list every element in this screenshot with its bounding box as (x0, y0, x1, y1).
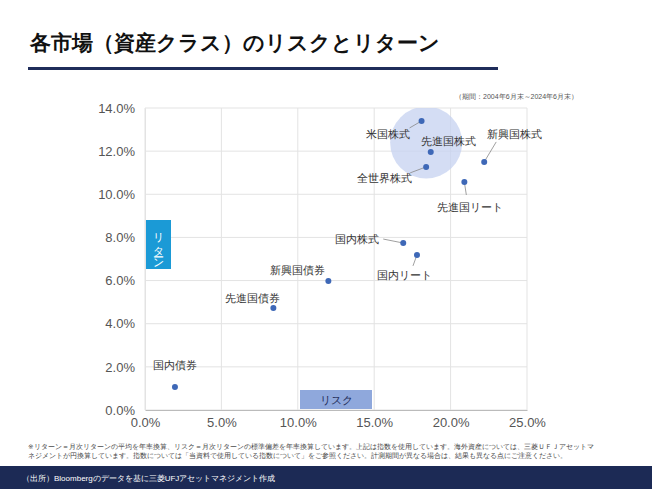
y-tick: 14.0% (98, 101, 145, 116)
point (400, 240, 406, 246)
note-line: ネジメントが円換算しています。指数については「当資料で使用している指数について」… (28, 452, 567, 460)
x-tick-label: 20.0% (433, 415, 470, 430)
point (481, 159, 487, 165)
grid-line-x (297, 108, 298, 410)
y-axis-line (145, 109, 146, 411)
x-tick-label: 5.0% (207, 415, 237, 430)
plot-area (172, 108, 496, 390)
period: （期間：2004年6月末～2024年6月末） (455, 93, 578, 101)
y-tick: 8.0% (105, 230, 145, 245)
x-label-box (300, 390, 372, 409)
point-label: 新興国債券 (270, 264, 325, 276)
point-label: 国内債券 (153, 359, 197, 371)
point-label: 全世界株式 (357, 172, 412, 184)
leader-lines (383, 121, 496, 266)
x-tick-label: 15.0% (356, 415, 393, 430)
leader-line (383, 239, 403, 243)
point (461, 179, 467, 185)
y-tick: 0.0% (105, 403, 145, 418)
points (172, 118, 487, 390)
x-tick: 20.0% (433, 410, 470, 430)
grid-line-x (145, 108, 146, 410)
y-label-box (146, 220, 171, 269)
x-tick: 15.0% (356, 410, 393, 430)
x-tick: 5.0% (207, 410, 237, 430)
y-tick: 4.0% (105, 316, 145, 331)
notes: ※リターン＝月次リターンの平均を年率換算、リスク＝月次リターンの標準偏差を年率換… (28, 443, 594, 460)
point-label: 先進国株式 (421, 135, 476, 147)
point (172, 384, 178, 390)
point (325, 278, 331, 284)
y-axis: 0.0% 2.0% 4.0% 6.0% 8.0% 10.0% 12.0% 14.0% (98, 101, 145, 418)
grid-line-y (145, 151, 527, 152)
y-tick-label: 8.0% (105, 230, 135, 245)
footer-band (0, 466, 652, 489)
grid-line-y (145, 323, 527, 324)
point-labels: 国内債券 先進国債券 新興国債券 国内株式国内リート 先進国リート 全世界株式 先進国株式米… (153, 128, 542, 371)
y-label: リターン (153, 225, 165, 267)
grid-line-y (145, 108, 527, 109)
x-label: リスク (320, 394, 353, 406)
grid (145, 108, 527, 410)
point-label: 先進国債券 (225, 292, 280, 304)
title: 各市場（資産クラス）のリスクとリターン (29, 31, 440, 55)
point (423, 164, 429, 170)
y-tick-label: 12.0% (98, 144, 135, 159)
x-tick-label: 25.0% (509, 415, 546, 430)
y-tick: 12.0% (98, 144, 145, 159)
note-line: ※リターン＝月次リターンの平均を年率換算、リスク＝月次リターンの標準偏差を年率換… (28, 443, 594, 451)
x-tick-label: 0.0% (131, 415, 161, 430)
grid-line-y (145, 280, 527, 281)
grid-line-x (374, 108, 375, 410)
x-tick: 0.0% (131, 410, 161, 430)
grid-line-x (221, 108, 222, 410)
y-tick: 6.0% (105, 273, 145, 288)
y-tick-label: 14.0% (98, 101, 135, 116)
point (414, 252, 420, 258)
y-tick-label: 2.0% (105, 360, 135, 375)
point-label: 国内株式 (335, 233, 379, 245)
point (270, 305, 276, 311)
point (428, 149, 434, 155)
grid-line-y (145, 366, 527, 367)
x-tick-label: 10.0% (280, 415, 317, 430)
x-axis: 0.0% 5.0% 10.0% 15.0% 20.0% 25.0% (131, 410, 547, 430)
point (419, 118, 425, 124)
y-tick: 2.0% (105, 360, 145, 375)
y-tick: 10.0% (98, 187, 145, 202)
point-label: 先進国リート (437, 201, 503, 213)
x-axis-line (146, 410, 528, 411)
leader-line (484, 142, 496, 162)
source: （出所）Bloombergのデータを基に三菱UFJアセットマネジメント作成 (22, 474, 275, 483)
point-label: 新興国株式 (487, 128, 542, 140)
chart: 各市場（資産クラス）のリスクとリターン （期間：2004年6月末～2024年6月末… (0, 0, 652, 489)
x-tick: 25.0% (509, 410, 546, 430)
y-tick-label: 10.0% (98, 187, 135, 202)
grid-line-y (145, 410, 527, 411)
title-underline (28, 67, 498, 70)
y-tick-label: 4.0% (105, 316, 135, 331)
point-label: 米国株式 (366, 128, 410, 140)
x-tick: 10.0% (280, 410, 317, 430)
grid-line-x (527, 108, 528, 410)
grid-line-y (145, 194, 527, 195)
point-label: 国内リート (377, 269, 432, 281)
y-tick-label: 6.0% (105, 273, 135, 288)
background (0, 0, 652, 489)
y-tick-label: 0.0% (105, 403, 135, 418)
